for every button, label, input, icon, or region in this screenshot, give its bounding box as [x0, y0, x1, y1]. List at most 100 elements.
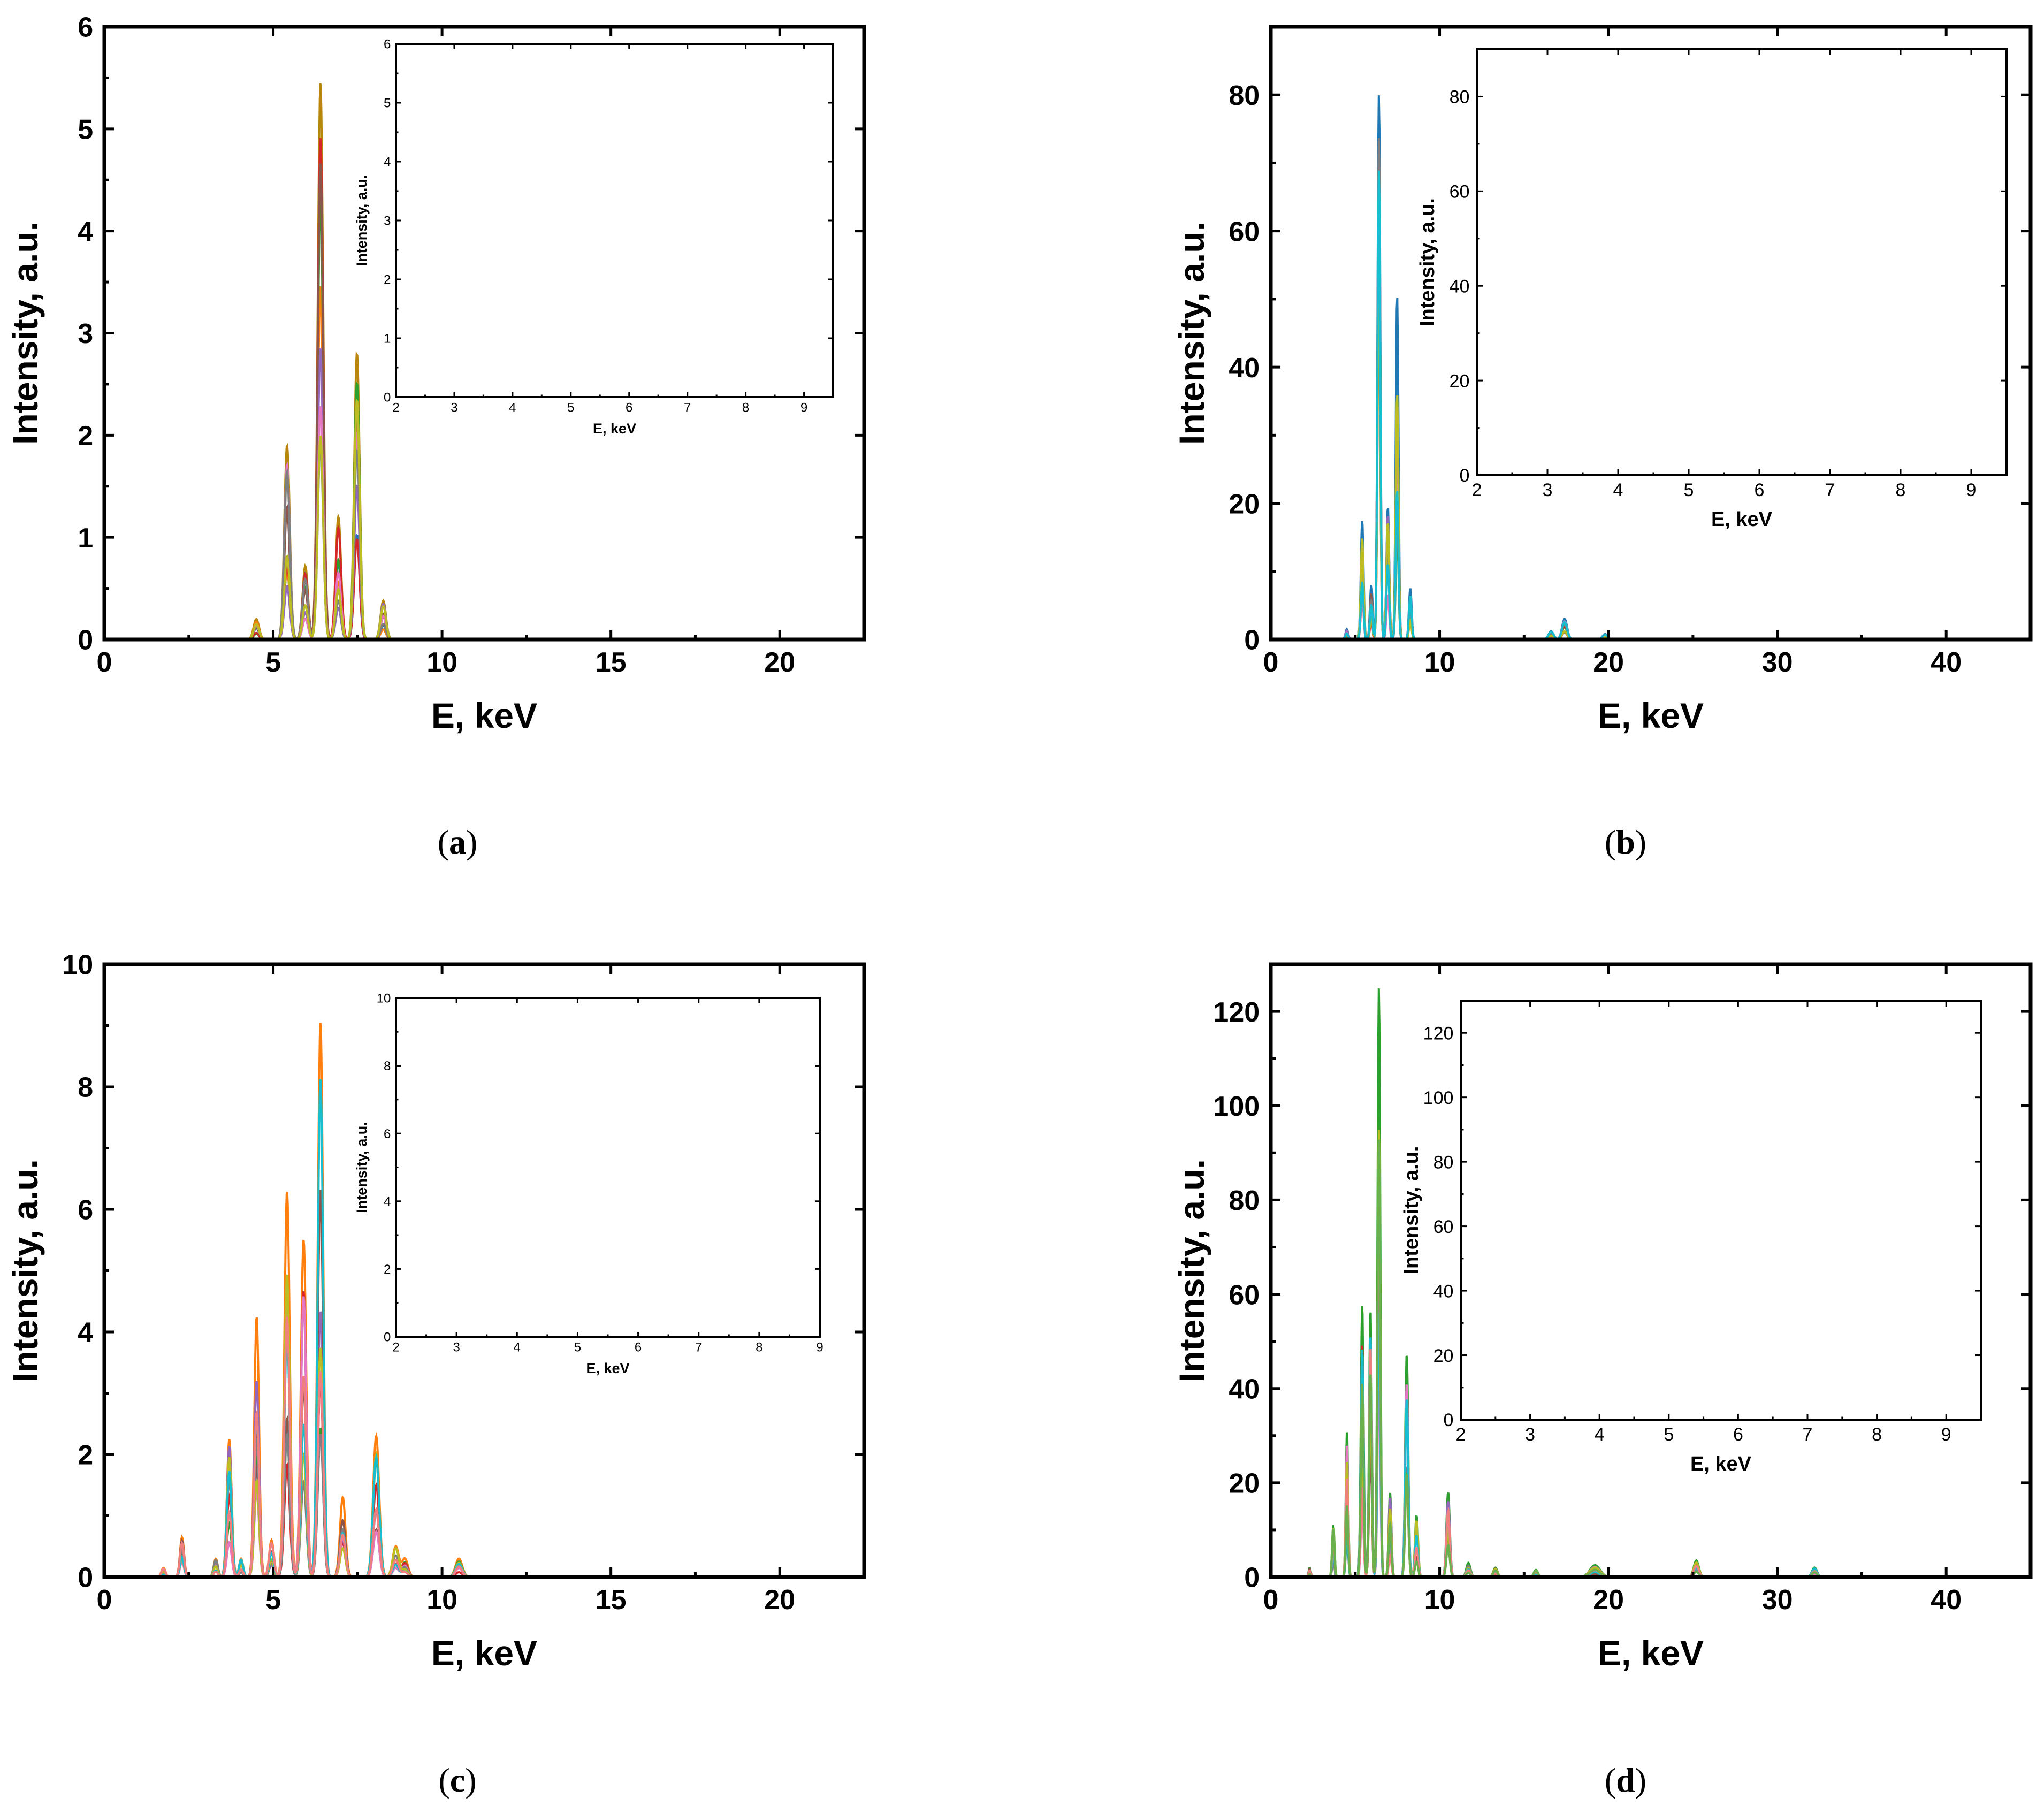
panel-c-main-xtick-label: 10 — [426, 1585, 457, 1616]
panel-d-inset-ytick-label: 120 — [1423, 1023, 1454, 1043]
panel-a-main-xtick-label: 20 — [764, 647, 795, 678]
panel-a-main-xtick-label: 5 — [265, 647, 281, 678]
panel-c-inset-ytick-label: 6 — [384, 1127, 391, 1141]
panel-d-inset-xtick-label: 9 — [1941, 1425, 1951, 1445]
panel-d-inset-ytick-label: 0 — [1443, 1410, 1453, 1430]
panel-a-inset-ytick-label: 3 — [384, 214, 391, 228]
panel-c-inset-ytick-label: 0 — [384, 1330, 391, 1345]
panel-b-main-series-9 — [1271, 264, 2031, 639]
panel-b-main-xlabel: E, keV — [1598, 696, 1704, 735]
panel-b-inset-ytick-label: 0 — [1459, 466, 1469, 486]
panel-c-main-series-6 — [104, 1294, 864, 1577]
panel-a-main-xlabel: E, keV — [431, 696, 537, 735]
panel-b-inset-ytick-label: 40 — [1450, 276, 1470, 296]
panel-d-main-ytick-label: 0 — [1244, 1563, 1260, 1594]
panel-b-inset-ylabel: Intensity, a.u. — [1416, 198, 1439, 326]
panel-c-inset-xtick-label: 7 — [695, 1340, 702, 1355]
panel-a-main-ytick-label: 6 — [78, 12, 93, 43]
panel-d-main-xtick-label: 40 — [1931, 1585, 1962, 1616]
panel-b-inset-xtick-label: 5 — [1684, 480, 1694, 500]
panel-c-inset-xtick-label: 6 — [635, 1340, 642, 1355]
panel-d-inset-ytick-label: 40 — [1433, 1281, 1454, 1301]
panel-c-main-xtick-label: 15 — [596, 1585, 627, 1616]
panel-a-main-ytick-label: 1 — [78, 523, 93, 554]
panel-b-main-ytick-label: 80 — [1229, 80, 1260, 111]
panel-c-inset-ytick-label: 2 — [384, 1262, 391, 1277]
panel-c-inset-xtick-label: 9 — [816, 1340, 823, 1355]
panel-label-a: (a) — [438, 823, 478, 861]
panel-b-inset-xtick-label: 7 — [1825, 480, 1835, 500]
panel-a-main-ytick-label: 5 — [78, 115, 93, 146]
panel-b-inset-ytick-label: 20 — [1450, 371, 1470, 391]
panel-a-main-xtick-label: 0 — [97, 647, 112, 678]
panel-a-inset-xtick-label: 7 — [684, 401, 691, 415]
panel-a-inset-ytick-label: 5 — [384, 96, 391, 111]
panel-a-main-ytick-label: 3 — [78, 318, 93, 349]
panel-c-main-xtick-label: 5 — [265, 1585, 281, 1616]
panel-a-inset-xlabel: E, keV — [593, 421, 636, 437]
panel-c-main-ytick-label: 6 — [78, 1195, 93, 1226]
panel-b-inset-xlabel: E, keV — [1711, 508, 1773, 531]
panel-c-inset-xtick-label: 8 — [756, 1340, 762, 1355]
panel-b-inset-ytick-label: 80 — [1450, 87, 1470, 108]
panel-b-main-series-1 — [1271, 95, 2031, 639]
panel-b-main-ytick-label: 40 — [1229, 353, 1260, 384]
panel-c-main-series-group — [104, 1023, 864, 1577]
panel-c-main-ylabel: Intensity, a.u. — [5, 1159, 45, 1382]
panel-d-main-ytick-label: 40 — [1229, 1374, 1260, 1405]
panel-d-main-ytick-label: 120 — [1213, 997, 1260, 1028]
panel-c-inset-xtick-label: 4 — [514, 1340, 521, 1355]
panel-d-main-ytick-label: 80 — [1229, 1185, 1260, 1216]
panel-d-inset-frame — [1460, 1000, 1982, 1421]
panel-b-main-xtick-label: 20 — [1593, 647, 1624, 678]
panel-b-inset-xtick-label: 9 — [1966, 480, 1977, 500]
panel-label-c: (c) — [438, 1761, 476, 1799]
panel-c-main-ytick-label: 8 — [78, 1072, 93, 1103]
panel-c-main-ytick-label: 2 — [78, 1440, 93, 1471]
panel-b-main-frame — [1269, 25, 2033, 642]
panel-c-inset-xtick-label: 2 — [392, 1340, 399, 1355]
panel-b-main-ytick-label: 0 — [1244, 625, 1260, 656]
panel-b-inset-xtick-label: 3 — [1543, 480, 1553, 500]
panel-d-inset-xtick-label: 2 — [1456, 1425, 1466, 1445]
panel-d-main-ytick-label: 60 — [1229, 1279, 1260, 1311]
panel-d-inset-ytick-label: 80 — [1433, 1152, 1454, 1172]
panel-b-inset-ytick-label: 60 — [1450, 182, 1470, 202]
panel-d-main-xlabel: E, keV — [1598, 1633, 1704, 1673]
panel-d-main-xtick-label: 10 — [1424, 1585, 1455, 1616]
panel-b-inset-frame — [1476, 48, 2008, 476]
panel-a-inset-xtick-label: 2 — [392, 401, 399, 415]
panel-d-inset-ylabel: Intensity, a.u. — [1400, 1146, 1423, 1274]
panel-c-main-series-9 — [104, 1079, 864, 1577]
panel-d-inset-xtick-label: 3 — [1525, 1425, 1535, 1445]
panel-d-inset-xlabel: E, keV — [1690, 1453, 1752, 1475]
panel-a-main-xtick-label: 15 — [596, 647, 627, 678]
panel-b-main-series-group — [1271, 95, 2031, 639]
panel-b-main-xtick-label: 10 — [1424, 647, 1455, 678]
panel-d-main-frame — [1269, 962, 2033, 1579]
panel-b-inset-xtick-label: 4 — [1613, 480, 1623, 500]
panel-a-inset-ytick-label: 4 — [384, 155, 391, 170]
panel-c-inset-xtick-label: 5 — [574, 1340, 581, 1355]
panel-b-inset-xtick-label: 8 — [1896, 480, 1906, 500]
panel-label-d: (d) — [1605, 1761, 1646, 1799]
panel-d-inset-xtick-label: 6 — [1733, 1425, 1743, 1445]
panel-d-inset-xtick-label: 8 — [1872, 1425, 1882, 1445]
panel-c-main-ytick-label: 0 — [78, 1563, 93, 1594]
panel-d-main-xtick-label: 20 — [1593, 1585, 1624, 1616]
panel-a-inset-frame — [395, 43, 834, 398]
panel-d-main-ytick-label: 100 — [1213, 1091, 1260, 1122]
panel-a-inset-xtick-label: 9 — [800, 401, 807, 415]
panel-c-inset-xtick-label: 3 — [453, 1340, 460, 1355]
panel-a-inset-ylabel: Intensity, a.u. — [354, 175, 370, 266]
panel-d-inset-xtick-label: 5 — [1664, 1425, 1674, 1445]
panel-c-main-xtick-label: 0 — [97, 1585, 112, 1616]
panel-b-main-ytick-label: 60 — [1229, 216, 1260, 247]
panel-d-inset-ytick-label: 100 — [1423, 1088, 1454, 1108]
panel-c-inset-frame — [395, 997, 821, 1338]
panel-c-inset-ylabel: Intensity, a.u. — [354, 1122, 370, 1213]
panel-c-inset-ytick-label: 8 — [384, 1059, 391, 1073]
panel-a-inset-ytick-label: 0 — [384, 391, 391, 405]
